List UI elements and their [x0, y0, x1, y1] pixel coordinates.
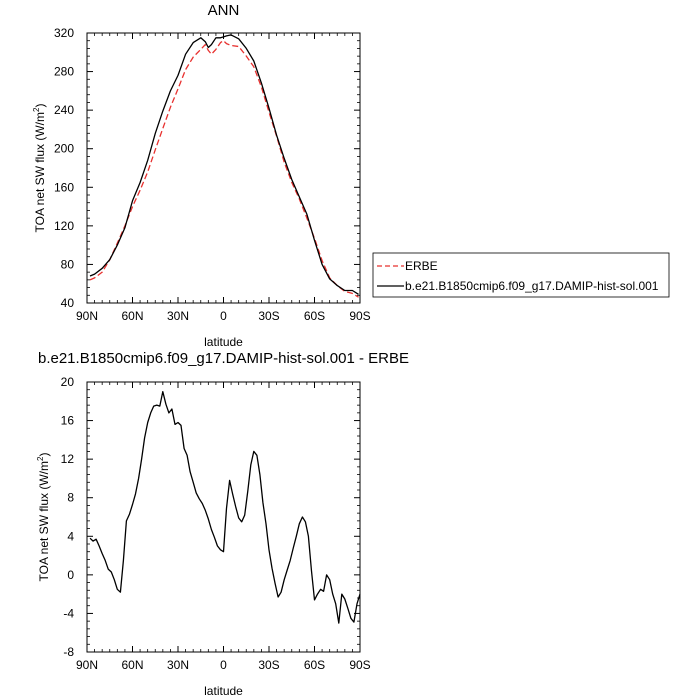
- y-tick-label: 120: [54, 219, 74, 233]
- series-line-difference: [89, 390, 361, 624]
- top-series: [89, 34, 359, 298]
- legend-model-label: b.e21.B1850cmip6.f09_g17.DAMIP-hist-sol.…: [405, 279, 659, 293]
- x-tick-label: 30N: [167, 309, 189, 323]
- top-y-ticks: 40 80 120 160 200 240 280 320: [54, 26, 360, 310]
- x-tick-label: 60S: [304, 309, 325, 323]
- x-tick-label: 90S: [349, 658, 370, 672]
- x-tick-label: 90N: [76, 309, 98, 323]
- x-tick-label: 90S: [349, 309, 370, 323]
- bottom-y-axis-label: TOA net SW flux (W/m2): [36, 453, 51, 582]
- y-tick-label: 20: [61, 375, 75, 389]
- y-tick-label: 160: [54, 180, 74, 194]
- x-tick-label: 30S: [258, 658, 279, 672]
- y-tick-label: 280: [54, 65, 74, 79]
- y-tick-label: 240: [54, 103, 74, 117]
- bottom-x-ticks: 90N 60N 30N 0 30S 60S 90S: [76, 382, 371, 672]
- y-tick-label: 16: [61, 414, 75, 428]
- series-line-model: [89, 34, 359, 295]
- y-tick-label: -8: [63, 645, 74, 659]
- y-tick-label: -4: [63, 606, 74, 620]
- bottom-chart-title: b.e21.B1850cmip6.f09_g17.DAMIP-hist-sol.…: [38, 350, 409, 367]
- y-tick-label: 200: [54, 142, 74, 156]
- bottom-chart: b.e21.B1850cmip6.f09_g17.DAMIP-hist-sol.…: [36, 350, 409, 698]
- y-tick-label: 12: [61, 452, 75, 466]
- y-tick-label: 8: [67, 491, 74, 505]
- y-tick-label: 40: [61, 296, 75, 310]
- y-tick-label: 0: [67, 568, 74, 582]
- top-y-axis-label: TOA net SW flux (W/m2): [32, 104, 47, 233]
- top-x-ticks: 90N 60N 30N 0 30S 60S 90S: [76, 33, 371, 323]
- series-line-erbe: [89, 40, 359, 298]
- top-chart-title: ANN: [208, 2, 240, 19]
- bottom-series: [89, 390, 361, 624]
- x-tick-label: 0: [220, 309, 227, 323]
- top-x-axis-label: latitude: [204, 335, 243, 349]
- x-tick-label: 60S: [304, 658, 325, 672]
- x-tick-label: 30S: [258, 309, 279, 323]
- bottom-y-ticks: -8 -4 0 4 8 12 16 20: [61, 375, 360, 659]
- top-chart: ANN 90N 60N 30N 0 30S 60S 90S 40 80 120 160 200 240…: [32, 2, 371, 349]
- bottom-x-axis-label: latitude: [204, 684, 243, 698]
- legend-box: [372, 252, 670, 298]
- x-tick-label: 60N: [121, 309, 143, 323]
- x-tick-label: 90N: [76, 658, 98, 672]
- legend: ERBE b.e21.B1850cmip6.f09_g17.DAMIP-hist…: [372, 252, 670, 298]
- y-tick-label: 320: [54, 26, 74, 40]
- y-tick-label: 4: [67, 529, 74, 543]
- x-tick-label: 30N: [167, 658, 189, 672]
- y-tick-label: 80: [61, 257, 75, 271]
- x-tick-label: 0: [220, 658, 227, 672]
- legend-erbe-label: ERBE: [405, 259, 438, 273]
- top-plot-frame: [86, 32, 361, 304]
- x-tick-label: 60N: [121, 658, 143, 672]
